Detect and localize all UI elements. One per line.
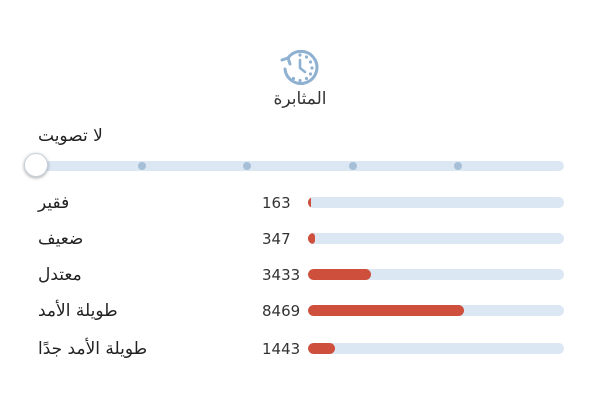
rating-label: طويلة الأمد جدًا bbox=[38, 339, 148, 359]
clock-history-icon bbox=[279, 47, 321, 87]
rating-label: معتدل bbox=[38, 265, 82, 285]
rating-bar-fill bbox=[308, 305, 465, 316]
page-title: المثابرة bbox=[273, 89, 327, 109]
rating-count: 3433 bbox=[262, 266, 301, 284]
rating-count: 8469 bbox=[262, 302, 301, 320]
vote-status-label: لا تصويت bbox=[38, 126, 103, 146]
rating-row-moderate: معتدل 3433 bbox=[0, 263, 600, 287]
rating-bar-fill bbox=[308, 197, 312, 208]
rating-row-very-long-lasting: طويلة الأمد جدًا 1443 bbox=[0, 337, 600, 361]
slider-step-dot[interactable] bbox=[454, 162, 462, 170]
rating-row-poor: فقير 163 bbox=[0, 191, 600, 215]
rating-count: 347 bbox=[262, 230, 291, 248]
slider-step-dot[interactable] bbox=[243, 162, 251, 170]
rating-bar-fill bbox=[308, 343, 335, 354]
rating-bar-track bbox=[308, 269, 564, 280]
rating-bar-track bbox=[308, 233, 564, 244]
vote-slider-thumb[interactable] bbox=[24, 153, 48, 177]
rating-bar-track bbox=[308, 343, 564, 354]
rating-bar-track bbox=[308, 305, 564, 316]
rating-count: 1443 bbox=[262, 340, 301, 358]
slider-step-dot[interactable] bbox=[349, 162, 357, 170]
rating-bar-fill bbox=[308, 269, 371, 280]
rating-count: 163 bbox=[262, 194, 291, 212]
rating-label: طويلة الأمد bbox=[38, 301, 118, 321]
rating-bar-track bbox=[308, 197, 564, 208]
rating-row-long-lasting: طويلة الأمد 8469 bbox=[0, 299, 600, 323]
rating-bar-fill bbox=[308, 233, 315, 244]
rating-label: ضعيف bbox=[38, 229, 84, 249]
vote-slider-track[interactable] bbox=[36, 161, 564, 171]
rating-label: فقير bbox=[38, 193, 70, 213]
slider-step-dot[interactable] bbox=[138, 162, 146, 170]
rating-row-weak: ضعيف 347 bbox=[0, 227, 600, 251]
